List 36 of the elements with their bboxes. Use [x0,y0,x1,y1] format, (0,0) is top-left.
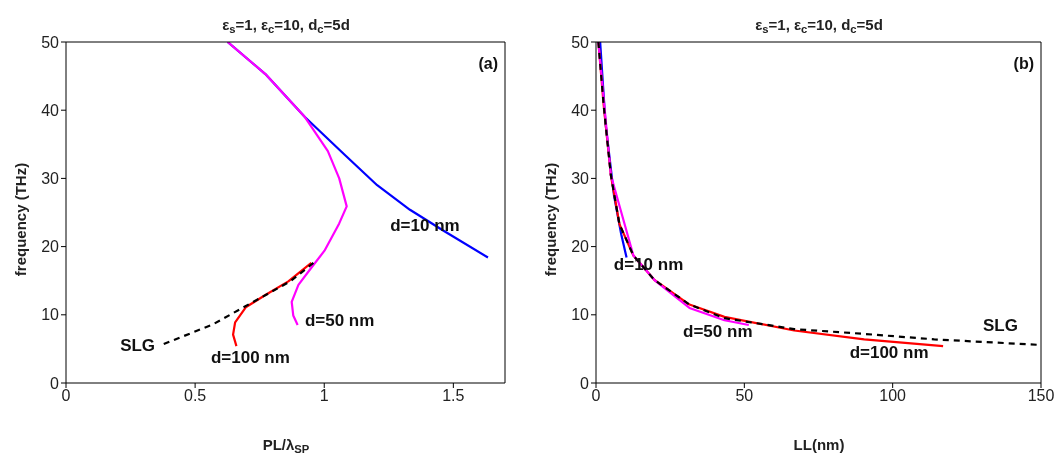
y-tick-label: 10 [41,306,60,324]
series-label: d=50 nm [683,321,753,341]
y-tick-label: 40 [571,101,590,119]
y-tick-label: 50 [41,33,60,51]
x-tick-label: 50 [735,387,754,405]
y-axis-title: frequency (THz) [11,162,29,277]
x-tick-label: 150 [1027,387,1055,405]
series-label: SLG [120,335,156,355]
x-tick-label: 100 [879,387,907,405]
x-tick-label: 0 [61,387,71,405]
y-tick-label: 30 [571,170,590,188]
y-tick-label: 20 [571,238,590,256]
series-label: d=10 nm [390,216,460,235]
y-tick-label: 20 [41,238,60,256]
x-tick-label: 0 [591,387,601,405]
chart-title: ε$_{s}$=1, ε$_{c}$=10, d$_{c}$=5d [755,16,883,36]
x-axis-title: PL/λ$_{SP}$ [262,436,310,456]
x-axis-title: LL(nm) [793,436,845,453]
annotation: (b) [1013,55,1034,72]
y-tick-label: 30 [41,170,60,188]
x-tick-label: 0.5 [183,387,207,405]
chart-title: ε$_{s}$=1, ε$_{c}$=10, d$_{c}$=5d [222,16,350,36]
x-tick-label: 1.5 [442,387,465,405]
series-label: SLG [982,316,1018,336]
y-tick-label: 50 [571,33,590,51]
y-tick-label: 40 [41,101,60,119]
series-label: d=100 nm [849,342,929,362]
series-label: d=50 nm [304,310,375,330]
series-label: d=100 nm [210,347,290,367]
y-tick-label: 10 [571,306,590,324]
y-tick-label: 0 [580,374,590,392]
annotation: (a) [478,55,498,72]
x-tick-label: 1 [319,387,329,405]
y-tick-label: 0 [50,374,60,392]
line-series [226,42,348,327]
y-axis-title: frequency (THz) [541,162,559,277]
